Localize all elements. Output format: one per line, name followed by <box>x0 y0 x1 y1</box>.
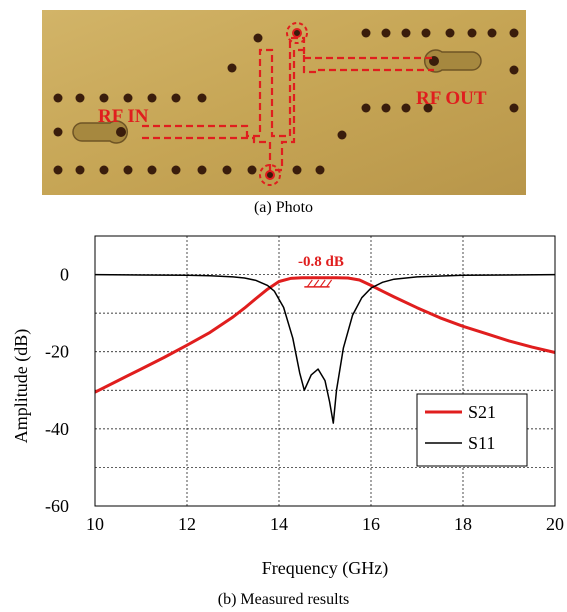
rf-in-label: RF IN <box>98 106 149 127</box>
photo-caption: (a) Photo <box>253 199 314 216</box>
legend-box <box>416 393 528 467</box>
ground-via-markers <box>259 22 308 186</box>
y-tick-label: 0 <box>60 265 69 285</box>
y-tick-label: -40 <box>45 419 69 439</box>
x-tick-label: 18 <box>454 514 472 534</box>
measured-results-chart: 10 12 14 16 18 20 0 -20 -40 -60 -0.8 dB Frequency… <box>11 235 564 579</box>
y-tick-label: -20 <box>45 342 69 362</box>
peak-marker-hatch <box>326 279 333 288</box>
x-axis-label: Frequency (GHz) <box>262 558 388 579</box>
peak-marker-hatch <box>319 279 326 288</box>
rf-out-label: RF OUT <box>416 88 487 109</box>
rf-in-connector-pad <box>72 120 129 144</box>
via-holes <box>53 28 519 175</box>
pcb-board <box>42 10 526 195</box>
y-tick-label: -60 <box>45 496 69 516</box>
results-caption: (b) Measured results <box>217 591 350 608</box>
y-axis-label: Amplitude (dB) <box>11 329 32 444</box>
peak-marker-hatch <box>313 279 320 288</box>
x-tick-label: 16 <box>362 514 380 534</box>
x-tick-label: 12 <box>178 514 196 534</box>
peak-marker-hatch <box>306 279 313 288</box>
series-line-s11 <box>94 273 556 424</box>
legend: S21 S11 <box>416 393 528 467</box>
x-tick-label: 20 <box>546 514 564 534</box>
x-tick-label: 14 <box>270 514 288 534</box>
annotation-group: -0.8 dB <box>298 254 344 288</box>
rf-out-connector-pad <box>423 49 482 73</box>
plot-frame <box>94 235 556 507</box>
x-tick-label: 10 <box>86 514 104 534</box>
peak-annotation-label: -0.8 dB <box>298 254 344 270</box>
legend-label-s11: S11 <box>468 433 495 453</box>
board-photo: RF IN RF OUT <box>42 10 526 195</box>
legend-label-s21: S21 <box>468 402 496 422</box>
series-lines <box>94 273 556 424</box>
series-line-s21 <box>94 276 556 394</box>
tick-labels: 10 12 14 16 18 20 0 -20 -40 -60 <box>45 265 564 534</box>
